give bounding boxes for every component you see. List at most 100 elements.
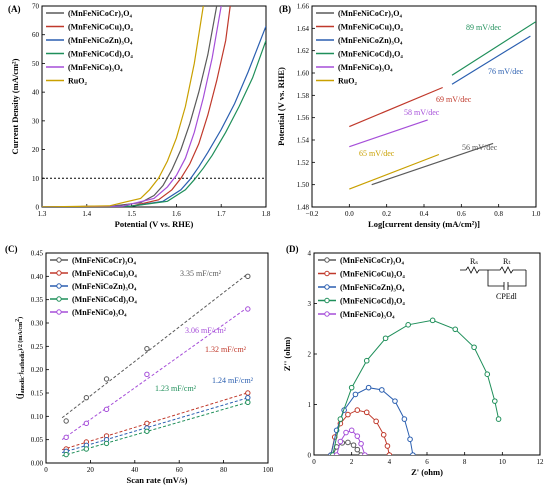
data-point — [354, 407, 361, 413]
legend-item: (MnFeNiCoCd)₃O₄ — [318, 297, 405, 306]
legend-item: (MnFeNiCoZn)₃O₄ — [46, 36, 133, 45]
legend-item: (MnFeNiCoCd)₃O₄ — [50, 295, 137, 304]
x-tick-label: 10 — [499, 458, 507, 466]
y-tick-label: 20 — [32, 146, 40, 154]
panel-label: (D) — [286, 244, 299, 254]
legend-marker — [56, 270, 62, 276]
legend-label: (MnFeNiCo)₃O₄ — [340, 310, 395, 319]
y-tick-label: 0.30 — [31, 320, 44, 328]
legend-item: (MnFeNiCo)₃O₄ — [46, 63, 123, 72]
fit-line — [62, 401, 248, 457]
data-point — [83, 394, 90, 401]
data-point — [354, 446, 361, 453]
legend-label: (MnFeNiCoCd)₃O₄ — [68, 50, 133, 59]
x-tick-label: 60 — [176, 466, 184, 474]
y-tick-label: 0.25 — [31, 343, 44, 351]
legend-label: RuO₂ — [68, 77, 87, 86]
y-tick-label: 50 — [32, 60, 40, 68]
x-axis-title: Potential (V vs. RHE) — [115, 219, 194, 229]
slope-annotation: 1.24 mF/cm² — [212, 376, 254, 385]
legend-marker — [324, 257, 330, 263]
legend-item: (MnFeNiCo)₃O₄ — [316, 63, 393, 72]
x-tick-label: 8 — [463, 458, 467, 466]
slope-annotation: 3.06 mF/cm² — [185, 326, 227, 335]
resistor-rct — [488, 266, 526, 274]
legend-label: (MnFeNiCoCu)₃O₄ — [338, 23, 403, 32]
y-tick-label: 0.05 — [31, 436, 44, 444]
series-group — [61, 306, 251, 441]
legend-marker — [324, 284, 330, 290]
y-tick-label: 1 — [308, 401, 312, 409]
y-tick-label: 0.45 — [31, 250, 44, 258]
data-point — [380, 432, 387, 438]
data-point — [63, 451, 69, 458]
y-tick-label: 0.35 — [31, 296, 44, 304]
data-point — [83, 446, 90, 452]
y-tick-label: 1.66 — [297, 3, 310, 11]
data-point — [401, 416, 408, 422]
x-tick-label: 1.5 — [127, 210, 136, 218]
y-tick-label: 0 — [36, 204, 40, 212]
y-tick-label: 1.62 — [297, 47, 310, 55]
data-point — [343, 429, 349, 436]
plot-frame — [45, 252, 269, 464]
data-point — [63, 434, 69, 441]
x-tick-label: 20 — [87, 466, 95, 474]
legend-item: RuO₂ — [46, 77, 87, 86]
x-tick-label: 1.3 — [38, 210, 47, 218]
slope-annotation: 89 mV/dec — [466, 23, 502, 32]
y-axis-title: (janodic-jcathodic)/2 (mA/cm2) — [14, 317, 26, 399]
x-tick-label: 12 — [537, 458, 545, 466]
data-point — [471, 344, 477, 351]
data-point — [373, 418, 379, 425]
series-group — [42, 6, 222, 207]
series-group — [330, 317, 502, 455]
wire — [487, 270, 504, 287]
data-point — [103, 406, 110, 413]
x-tick-label: 0.0 — [345, 210, 354, 218]
y-tick-label: 30 — [32, 117, 40, 125]
data-point — [484, 371, 491, 378]
data-point — [245, 394, 251, 401]
data-point — [384, 443, 391, 449]
series-group — [349, 86, 443, 128]
legend-label: (MnFeNiCoCr)₃O₄ — [68, 9, 132, 18]
data-point — [83, 420, 90, 427]
series-line — [349, 86, 443, 128]
data-point — [245, 399, 251, 406]
legend-item: (MnFeNiCoCu)₃O₄ — [50, 269, 137, 278]
legend-marker — [56, 257, 62, 263]
data-point — [103, 440, 110, 447]
legend-item: (MnFeNiCoCu)₃O₄ — [316, 23, 403, 32]
x-tick-label: 0.8 — [494, 210, 503, 218]
data-point — [354, 433, 361, 439]
y-tick-label: 0.40 — [31, 273, 44, 281]
series-group — [61, 390, 251, 452]
legend-item: (MnFeNiCoCu)₃O₄ — [46, 23, 133, 32]
series-line — [371, 142, 494, 186]
x-tick-label: 100 — [263, 466, 274, 474]
y-tick-label: 10 — [32, 175, 40, 183]
y-tick-label: 1.48 — [297, 204, 310, 212]
legend-label: (MnFeNiCo)₃O₄ — [68, 63, 123, 72]
panel-label: (B) — [279, 4, 291, 14]
legend-label: (MnFeNiCoCu)₃O₄ — [72, 269, 137, 278]
slope-annotation: 3.35 mF/cm² — [180, 269, 222, 278]
data-point — [429, 317, 436, 324]
wire — [508, 270, 527, 287]
legend-item: (MnFeNiCoCu)₃O₄ — [318, 270, 405, 279]
slope-annotation: 58 mV/dec — [404, 108, 440, 117]
legend-item: (MnFeNiCoCr)₃O₄ — [46, 9, 132, 18]
panel-a: 1.3 1.4 1.5 1.6 1.7 1.8 0 10 20 30 40 50 60 70 Potenti… — [8, 3, 271, 230]
y-axis-title: Potential (V vs. RHE) — [276, 67, 286, 146]
y-tick-label: 4 — [308, 250, 312, 258]
data-point — [358, 440, 364, 447]
x-tick-label: 1.4 — [82, 210, 91, 218]
legend-marker — [56, 283, 62, 289]
x-tick-label: 1.0 — [532, 210, 541, 218]
data-point — [345, 411, 351, 418]
data-point — [337, 438, 344, 445]
x-tick-label: 1.6 — [172, 210, 181, 218]
slope-annotation: 56 mV/dec — [462, 143, 498, 152]
legend-label: (MnFeNiCoZn)₃O₄ — [340, 283, 405, 292]
